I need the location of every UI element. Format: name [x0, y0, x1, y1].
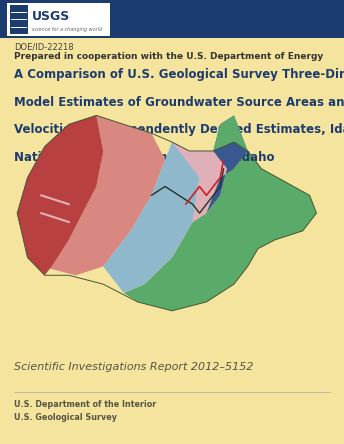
Text: Velocities to Independently Derived Estimates, Idaho: Velocities to Independently Derived Esti… — [14, 123, 344, 136]
Polygon shape — [103, 142, 200, 293]
Text: Prepared in cooperation with the U.S. Department of Energy: Prepared in cooperation with the U.S. De… — [14, 52, 323, 61]
Polygon shape — [17, 115, 103, 275]
Polygon shape — [213, 115, 248, 151]
Text: USGS: USGS — [32, 10, 70, 23]
Text: U.S. Geological Survey: U.S. Geological Survey — [14, 413, 117, 422]
Text: science for a changing world: science for a changing world — [32, 27, 102, 32]
FancyBboxPatch shape — [7, 3, 110, 36]
Text: National Laboratory and Vicinity, Idaho: National Laboratory and Vicinity, Idaho — [14, 151, 274, 163]
Polygon shape — [206, 115, 248, 213]
FancyBboxPatch shape — [0, 0, 344, 38]
Polygon shape — [172, 142, 227, 222]
Polygon shape — [124, 151, 316, 311]
Text: U.S. Department of the Interior: U.S. Department of the Interior — [14, 400, 156, 409]
Text: DOE/ID-22218: DOE/ID-22218 — [14, 42, 73, 51]
Polygon shape — [41, 115, 165, 275]
Text: A Comparison of U.S. Geological Survey Three-Dimensional: A Comparison of U.S. Geological Survey T… — [14, 68, 344, 81]
Text: Model Estimates of Groundwater Source Areas and: Model Estimates of Groundwater Source Ar… — [14, 95, 344, 108]
FancyBboxPatch shape — [10, 5, 28, 34]
Text: Scientific Investigations Report 2012–5152: Scientific Investigations Report 2012–51… — [14, 362, 253, 372]
